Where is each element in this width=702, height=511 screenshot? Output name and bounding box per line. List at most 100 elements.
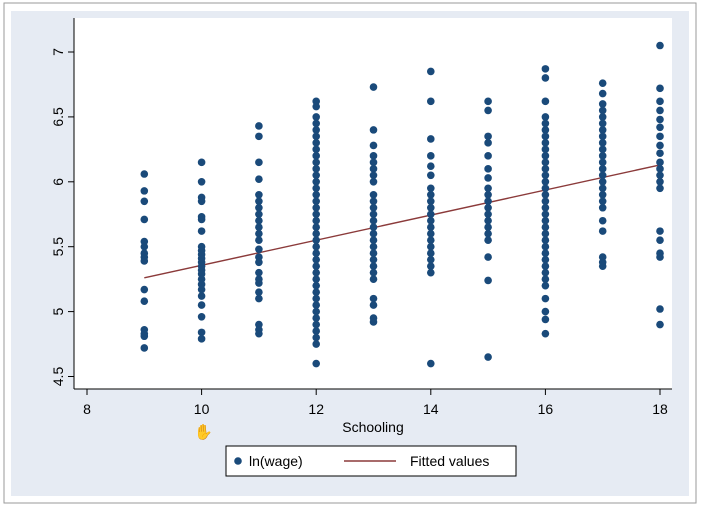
scatter-point — [656, 178, 664, 186]
scatter-point — [140, 197, 149, 206]
scatter-point — [255, 210, 263, 219]
scatter-point — [312, 333, 321, 342]
scatter-point — [369, 197, 378, 206]
scatter-point — [140, 297, 149, 306]
scatter-point — [197, 215, 206, 224]
scatter-point — [312, 223, 321, 232]
x-tick-label: 8 — [83, 401, 91, 417]
y-tick-label: 5 — [50, 307, 66, 315]
scatter-point — [255, 253, 263, 261]
scatter-point — [598, 190, 607, 199]
scatter-point — [255, 216, 263, 225]
scatter-point — [427, 190, 435, 199]
scatter-point — [541, 165, 550, 173]
scatter-point — [656, 320, 664, 329]
scatter-point — [427, 229, 435, 238]
scatter-point — [484, 132, 492, 141]
scatter-point — [312, 197, 321, 206]
scatter-point — [197, 280, 206, 289]
scatter-point — [255, 245, 263, 254]
scatter-point — [656, 253, 664, 261]
scatter-point — [598, 100, 607, 108]
scatter-point — [312, 327, 321, 335]
scatter-point — [484, 203, 492, 212]
scatter-point — [427, 236, 435, 245]
scatter-point — [427, 242, 435, 251]
scatter-point — [197, 335, 206, 343]
scatter-point — [484, 276, 492, 285]
x-axis-label: Schooling — [342, 419, 404, 435]
x-tick-label: 10 — [194, 401, 210, 417]
scatter-point — [541, 315, 550, 324]
scatter-point — [541, 97, 550, 106]
scatter-point — [369, 152, 378, 160]
scatter-point — [541, 275, 550, 283]
scatter-point — [598, 203, 607, 212]
scatter-point — [369, 216, 378, 225]
scatter-point — [312, 165, 321, 173]
scatter-point — [312, 268, 321, 277]
scatter-points-layer — [140, 41, 664, 368]
scatter-point — [312, 132, 321, 141]
x-tick-label: 14 — [423, 401, 439, 417]
scatter-point — [312, 288, 321, 296]
scatter-point — [312, 236, 321, 245]
scatter-point — [598, 216, 607, 225]
scatter-point — [541, 255, 550, 264]
scatter-point — [140, 257, 149, 265]
scatter-point — [656, 236, 664, 245]
legend-label-fitted: Fitted values — [410, 453, 489, 469]
scatter-point — [255, 279, 263, 287]
legend-label-lnwage: ln(wage) — [249, 453, 303, 469]
scatter-point — [541, 190, 550, 199]
scatter-point — [656, 184, 664, 193]
x-axis-ticks: 8 10 12 14 16 18 — [83, 389, 668, 417]
scatter-point — [312, 139, 321, 147]
y-tick-label: 6.5 — [50, 107, 66, 127]
scatter-point — [541, 229, 550, 238]
scatter-point — [312, 126, 321, 134]
scatter-point — [255, 236, 263, 245]
scatter-point — [427, 135, 435, 143]
scatter-point — [312, 294, 321, 303]
scatter-point — [427, 197, 435, 206]
scatter-point — [541, 197, 550, 206]
scatter-point — [541, 139, 550, 147]
scatter-point — [484, 190, 492, 199]
scatter-point — [541, 152, 550, 160]
scatter-point — [484, 197, 492, 206]
scatter-point — [598, 139, 607, 147]
scatter-point — [369, 249, 378, 257]
scatter-point — [484, 216, 492, 225]
scatter-point — [255, 294, 263, 303]
scatter-point — [656, 227, 664, 235]
scatter-point — [427, 223, 435, 232]
scatter-point — [312, 210, 321, 219]
scatter-point — [140, 215, 149, 224]
scatter-point — [541, 113, 550, 121]
scatter-point — [656, 165, 664, 173]
scatter-point — [369, 126, 378, 134]
scatter-point — [427, 262, 435, 270]
scatter-point — [369, 203, 378, 212]
scatter-point — [369, 178, 378, 186]
scatter-point — [541, 236, 550, 245]
scatter-point — [255, 122, 263, 130]
scatter-point — [427, 171, 435, 180]
scatter-point — [541, 184, 550, 193]
scatter-point — [197, 292, 206, 300]
scatter-point — [255, 158, 263, 167]
scatter-point — [369, 275, 378, 283]
scatter-point — [197, 197, 206, 206]
scatter-point — [656, 141, 664, 150]
scatter-point — [541, 210, 550, 219]
scatter-point — [255, 258, 263, 267]
scatter-point — [541, 178, 550, 186]
scatter-point — [369, 268, 378, 277]
scatter-point — [427, 203, 435, 212]
hand-cursor-icon: ✋ — [194, 424, 213, 441]
scatter-point — [484, 184, 492, 193]
scatter-point — [541, 262, 550, 270]
y-axis-ticks: 4.5 5 5.5 6 6.5 7 — [50, 48, 74, 386]
scatter-point — [369, 171, 378, 180]
